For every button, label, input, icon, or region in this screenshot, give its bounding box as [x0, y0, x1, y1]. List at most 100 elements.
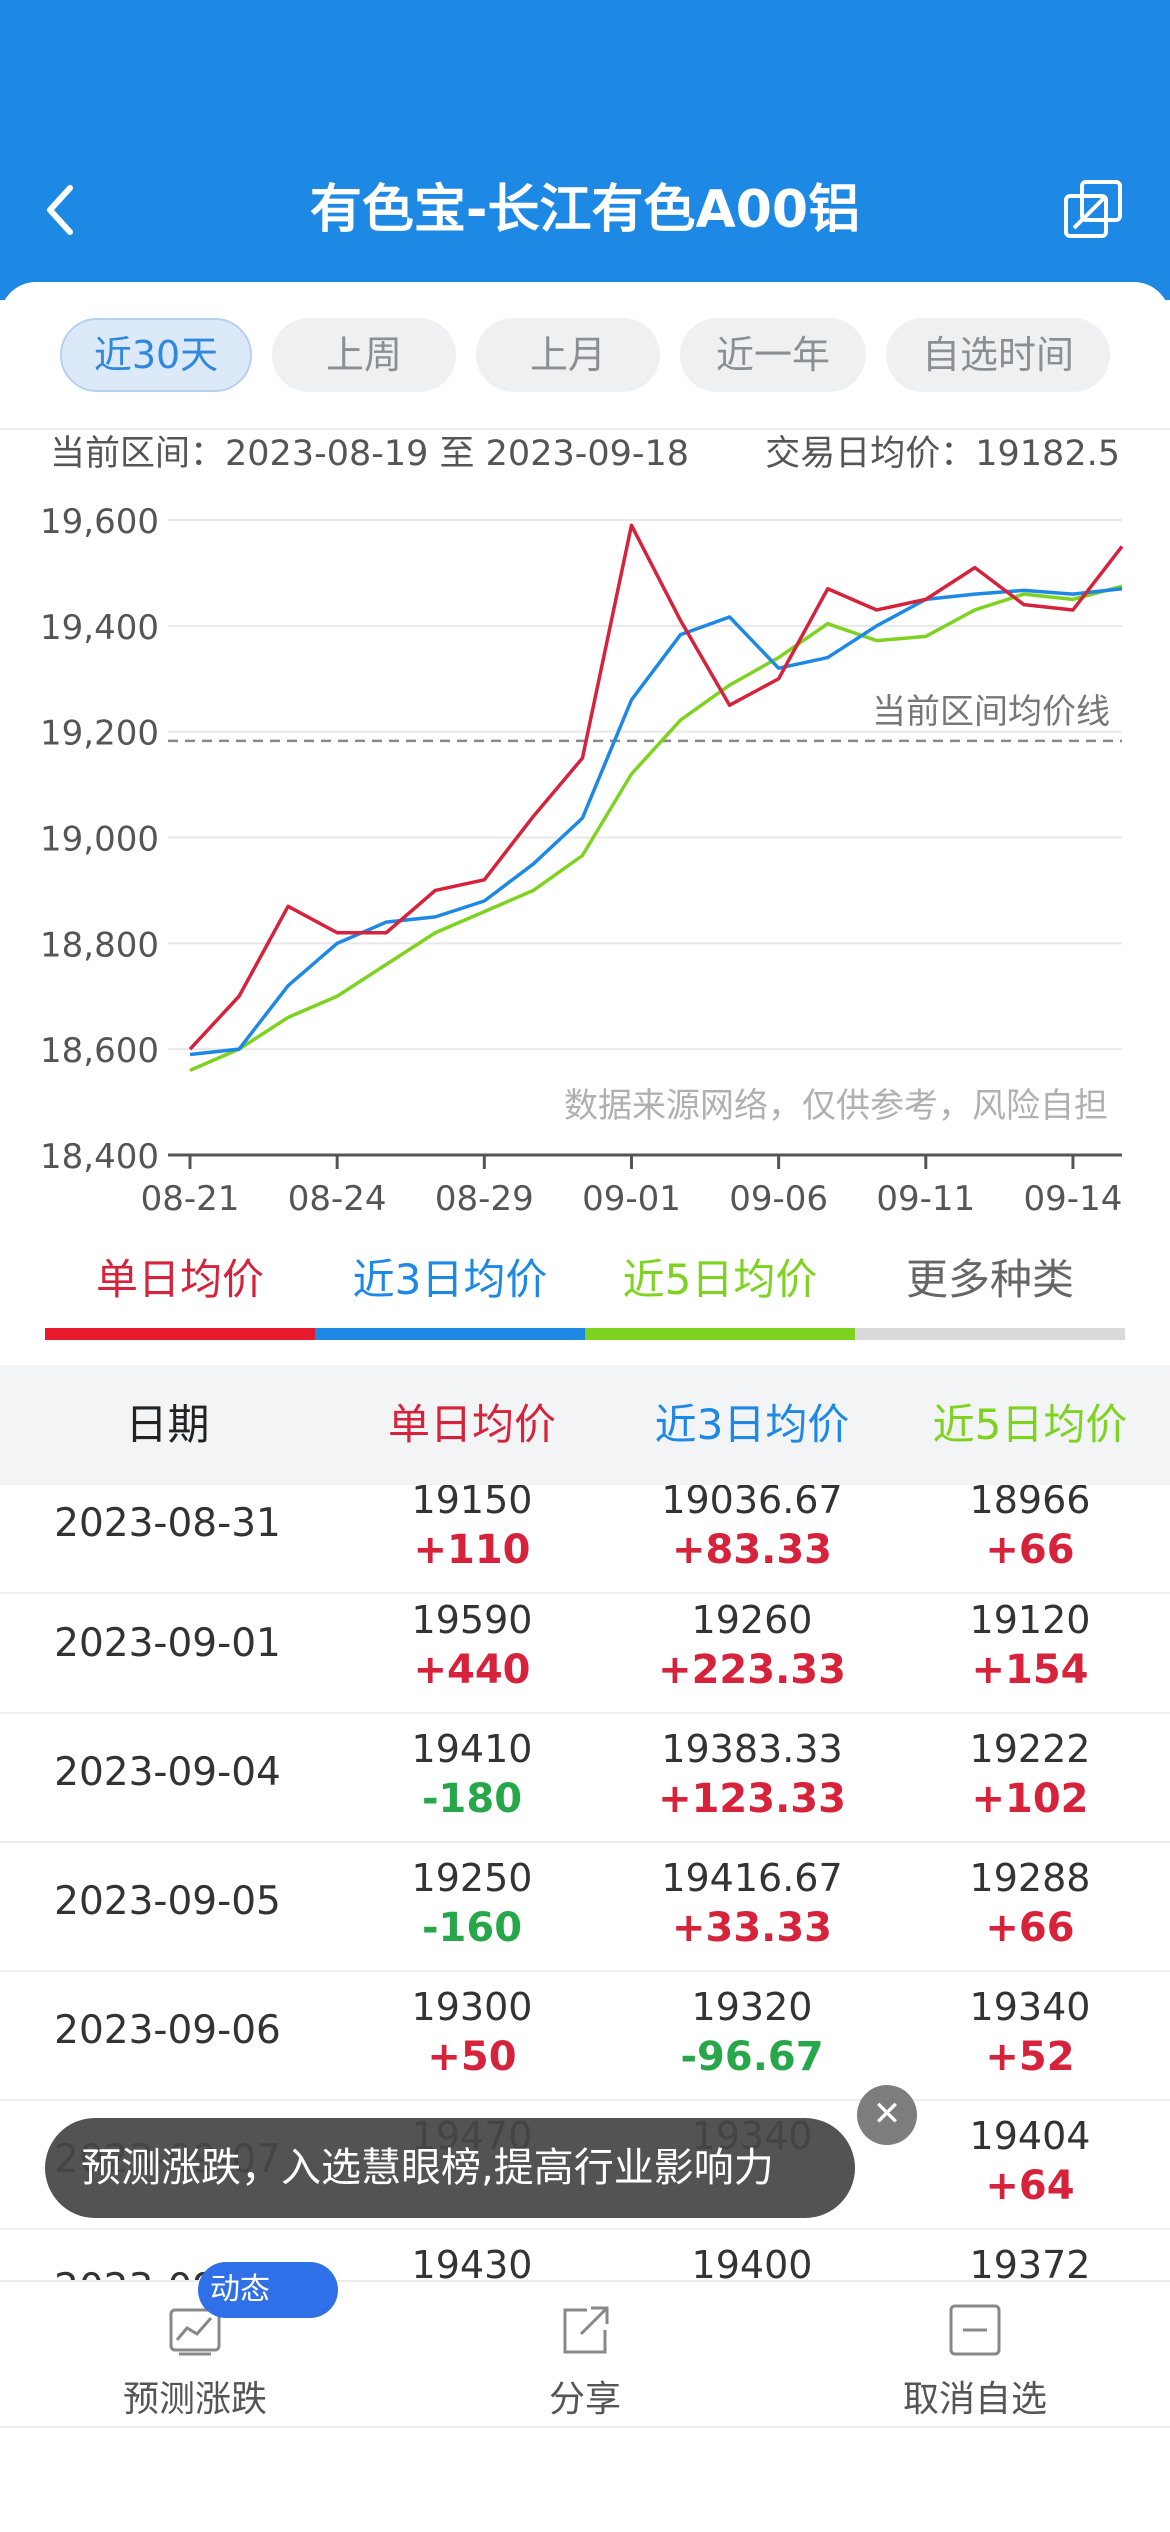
price-cell: 19300 +50	[332, 1982, 612, 2082]
table-header: 日期 单日均价 近3日均价 近5日均价	[0, 1365, 1170, 1485]
range-label: 当前区间：2023-08-19 至 2023-09-18	[50, 434, 690, 474]
tab-indicator	[315, 1328, 585, 1340]
series-tab-label: 近5日均价	[622, 1255, 818, 1304]
y-tick-label: 18,600	[40, 1031, 159, 1071]
price-cell: 19590 +440	[332, 1595, 612, 1695]
header-3day: 近3日均价	[654, 1400, 850, 1449]
range-info: 当前区间：2023-08-19 至 2023-09-18 交易日均价：19182…	[50, 430, 1120, 478]
tab-custom-time[interactable]: 自选时间	[886, 318, 1110, 392]
price-value: 19288	[969, 1856, 1091, 1900]
share-square-icon[interactable]	[1060, 176, 1126, 242]
price-value: 19300	[411, 1985, 533, 2029]
share-label: 分享	[548, 2379, 621, 2420]
dynamic-badge: 动态	[198, 2262, 338, 2318]
share-icon	[563, 2306, 609, 2354]
y-tick-label: 19,600	[40, 502, 159, 542]
price-change: +440	[413, 1647, 531, 1693]
series-tab-daily[interactable]: 单日均价	[45, 1240, 315, 1340]
series-tab-label: 更多种类	[905, 1255, 1074, 1304]
series-tab-more[interactable]: 更多种类	[855, 1240, 1125, 1340]
app-header: 有色宝-长江有色A00铝	[0, 0, 1170, 300]
price-cell: 19416.67 +33.33	[612, 1853, 892, 1953]
unfavorite-button[interactable]: 取消自选	[780, 2282, 1170, 2430]
y-tick-label: 19,200	[40, 714, 159, 754]
price-value: 18966	[969, 1485, 1091, 1522]
tab-indicator	[855, 1328, 1125, 1340]
series-tab-5day[interactable]: 近5日均价	[585, 1240, 855, 1340]
table-row[interactable]: 2023-09-06 19300 +50 19320 -96.67 19340 +52	[0, 1972, 1170, 2101]
price-change: +110	[413, 1527, 531, 1573]
table-row[interactable]: 2023-09-08194301940019372	[0, 2230, 1170, 2280]
tab-last-week[interactable]: 上周	[272, 318, 456, 392]
price-change: +83.33	[671, 1527, 833, 1573]
row-date: 2023-09-06	[54, 2008, 281, 2053]
price-value: 19222	[969, 1727, 1091, 1771]
price-cell: 19288 +66	[890, 1853, 1170, 1953]
price-cell: 19260 +223.33	[612, 1595, 892, 1695]
x-tick-label: 08-21	[141, 1179, 240, 1219]
page-title: 有色宝-长江有色A00铝	[309, 180, 861, 240]
row-date: 2023-09-01	[54, 1621, 281, 1666]
price-value: 19416.67	[661, 1856, 843, 1900]
price-change: +223.33	[658, 1647, 846, 1693]
price-change: -96.67	[680, 2034, 824, 2080]
x-tick-label: 08-29	[435, 1179, 534, 1219]
price-cell: 19383.33 +123.33	[612, 1724, 892, 1824]
x-tick-label: 09-06	[729, 1179, 828, 1219]
series-tabs: 单日均价 近3日均价 近5日均价 更多种类	[45, 1240, 1125, 1360]
price-change: +123.33	[658, 1776, 846, 1822]
y-tick-label: 18,400	[40, 1137, 159, 1177]
chevron-left-icon[interactable]	[38, 180, 82, 240]
predict-button[interactable]: 预测涨跌	[0, 2282, 390, 2430]
unfavorite-label: 取消自选	[902, 2379, 1047, 2420]
row-date: 2023-09-05	[54, 1879, 281, 1924]
price-chart: 18,400 18,600 18,800 19,000 19,200 19,400 19,6…	[40, 502, 1124, 1219]
price-value: 19340	[969, 1985, 1091, 2029]
close-icon[interactable]: ✕	[857, 2085, 917, 2145]
price-change: +52	[985, 2034, 1075, 2080]
price-change: +50	[427, 2034, 517, 2080]
y-tick-label: 19,400	[40, 608, 159, 648]
table-row[interactable]: 2023-09-01 19590 +440 19260 +223.33 19120 +154	[0, 1585, 1170, 1714]
price-change: +64	[985, 2163, 1075, 2209]
tab-last-month[interactable]: 上月	[476, 318, 660, 392]
x-tick-label: 09-01	[582, 1179, 681, 1219]
price-value: 19260	[691, 1598, 813, 1642]
price-value: 19320	[691, 1985, 813, 2029]
price-cell: 19036.67 +83.33	[612, 1485, 892, 1575]
price-value: 19404	[969, 2114, 1091, 2158]
price-change: -160	[421, 1905, 523, 1951]
table-row[interactable]: 2023-09-04 19410 -180 19383.33 +123.33 19222 +…	[0, 1714, 1170, 1843]
price-cell: 19150 +110	[332, 1485, 612, 1575]
share-button[interactable]: 分享	[390, 2282, 780, 2430]
table-row[interactable]: 2023-09-05 19250 -160 19416.67 +33.33 19288 +6…	[0, 1843, 1170, 1972]
tab-last-year[interactable]: 近一年	[680, 318, 866, 392]
price-cell: 18966 +66	[890, 1485, 1170, 1575]
chart-watermark: 数据来源网络，仅供参考，风险自担	[564, 1086, 1108, 1126]
divider	[0, 428, 1170, 430]
price-change: +66	[985, 1527, 1075, 1573]
price-value: 19250	[411, 1856, 533, 1900]
price-cell: 19250 -160	[332, 1853, 612, 1953]
price-cell: 19400	[612, 2240, 892, 2280]
price-value: 19372	[969, 2243, 1091, 2280]
x-tick-label: 09-14	[1024, 1179, 1123, 1219]
price-value: 19120	[969, 1598, 1091, 1642]
price-value: 19150	[411, 1485, 533, 1522]
price-cell: 19430	[332, 2240, 612, 2280]
price-cell: 19320 -96.67	[612, 1982, 892, 2082]
series-tab-3day[interactable]: 近3日均价	[315, 1240, 585, 1340]
price-change: -180	[421, 1776, 523, 1822]
series-line	[189, 584, 1123, 1072]
table-row[interactable]: 2023-08-31 19150 +110 19036.67 +83.33 18966 +6…	[0, 1485, 1170, 1594]
minus-square-icon	[949, 2304, 1001, 2356]
tab-indicator	[45, 1328, 315, 1340]
promo-toast[interactable]: 预测涨跌，入选慧眼榜,提高行业影响力	[45, 2118, 855, 2218]
header-date: 日期	[125, 1400, 210, 1449]
header-daily: 单日均价	[387, 1400, 556, 1449]
x-tick-label: 08-24	[288, 1179, 387, 1219]
price-cell: 19404 +64	[890, 2111, 1170, 2211]
row-date: 2023-09-04	[54, 1750, 281, 1795]
tab-30-days[interactable]: 近30天	[60, 318, 252, 392]
price-change: +33.33	[671, 1905, 833, 1951]
